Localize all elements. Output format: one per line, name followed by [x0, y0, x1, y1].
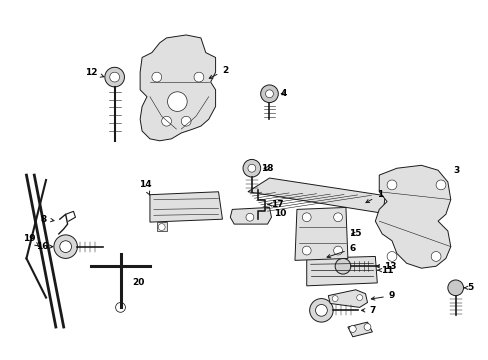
Ellipse shape — [54, 235, 77, 258]
Text: 14: 14 — [139, 180, 151, 195]
Ellipse shape — [265, 90, 273, 98]
Ellipse shape — [152, 72, 162, 82]
Ellipse shape — [60, 241, 71, 252]
Ellipse shape — [115, 302, 125, 312]
Text: 13: 13 — [375, 262, 395, 271]
Ellipse shape — [333, 246, 342, 255]
Ellipse shape — [386, 252, 396, 261]
Ellipse shape — [109, 72, 119, 82]
Text: 11: 11 — [377, 266, 392, 275]
Polygon shape — [347, 322, 372, 337]
Ellipse shape — [181, 116, 191, 126]
Text: 17: 17 — [267, 200, 283, 209]
Ellipse shape — [309, 298, 332, 322]
Ellipse shape — [331, 296, 337, 302]
Ellipse shape — [167, 92, 187, 111]
Ellipse shape — [334, 258, 350, 274]
Ellipse shape — [247, 164, 255, 172]
Ellipse shape — [435, 180, 445, 190]
Text: 12: 12 — [85, 68, 103, 77]
Text: 9: 9 — [370, 291, 394, 300]
Polygon shape — [247, 178, 385, 213]
Text: 5: 5 — [463, 283, 472, 292]
Text: 16: 16 — [36, 242, 53, 251]
Polygon shape — [306, 256, 377, 286]
Text: 4: 4 — [281, 89, 287, 98]
Polygon shape — [140, 35, 215, 141]
Ellipse shape — [430, 252, 440, 261]
Text: 15: 15 — [349, 229, 361, 238]
Ellipse shape — [194, 72, 203, 82]
Polygon shape — [294, 207, 347, 260]
Ellipse shape — [158, 224, 165, 230]
Ellipse shape — [363, 324, 370, 330]
Ellipse shape — [104, 67, 124, 87]
Ellipse shape — [243, 159, 260, 177]
Polygon shape — [157, 222, 166, 231]
Ellipse shape — [333, 213, 342, 222]
Polygon shape — [150, 192, 222, 222]
Text: 2: 2 — [209, 66, 228, 78]
Ellipse shape — [356, 294, 362, 301]
Ellipse shape — [315, 305, 326, 316]
Ellipse shape — [447, 280, 463, 296]
Ellipse shape — [162, 116, 171, 126]
Text: 1: 1 — [365, 190, 383, 203]
Text: 18: 18 — [261, 164, 273, 173]
Ellipse shape — [302, 213, 310, 222]
Polygon shape — [375, 165, 450, 268]
Text: 3: 3 — [453, 166, 459, 175]
Text: 6: 6 — [326, 244, 355, 258]
Ellipse shape — [386, 180, 396, 190]
Text: 19: 19 — [23, 234, 39, 246]
Text: 10: 10 — [274, 209, 286, 218]
Text: 20: 20 — [132, 278, 144, 287]
Text: 7: 7 — [361, 306, 375, 315]
Text: 8: 8 — [41, 215, 54, 224]
Ellipse shape — [302, 246, 310, 255]
Ellipse shape — [260, 85, 278, 103]
Ellipse shape — [348, 325, 355, 332]
Ellipse shape — [245, 213, 253, 221]
Polygon shape — [230, 207, 271, 224]
Polygon shape — [327, 290, 367, 307]
